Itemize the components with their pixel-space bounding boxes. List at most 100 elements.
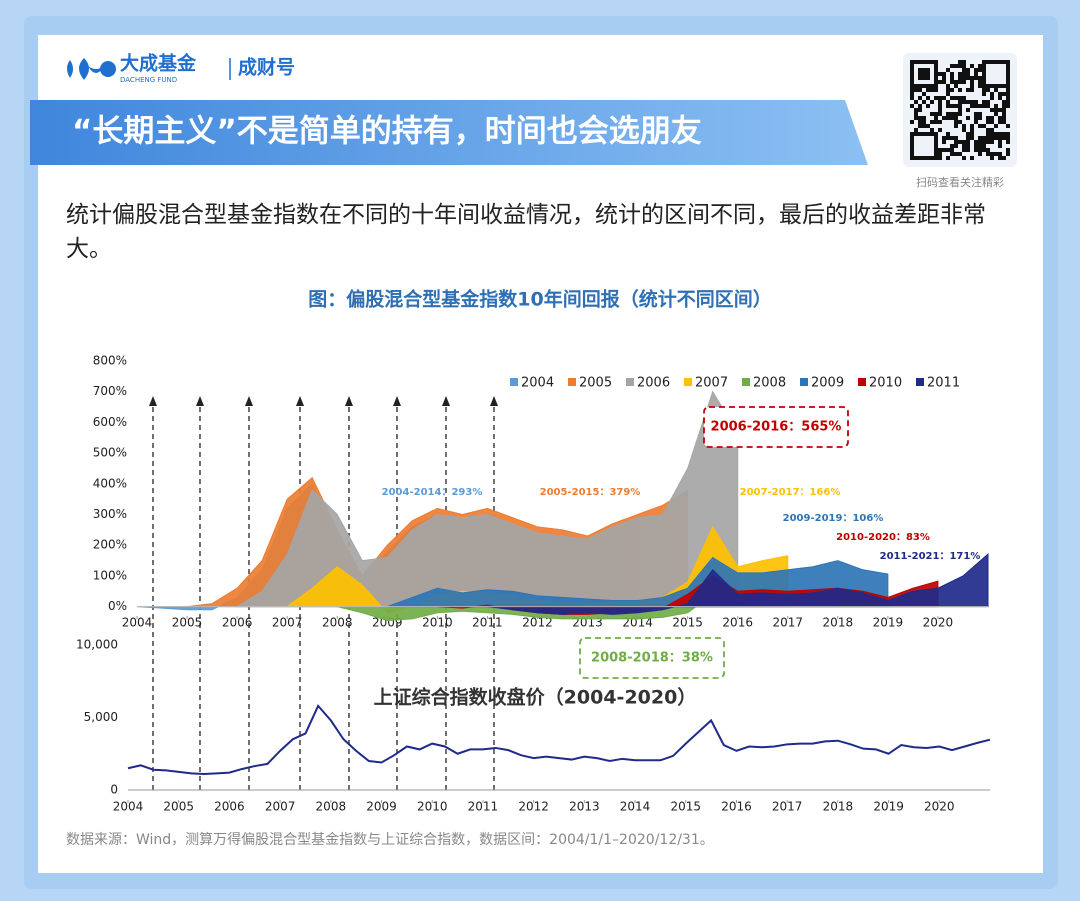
qr-cell — [922, 84, 926, 88]
qr-cell — [950, 76, 954, 80]
qr-cell — [1006, 64, 1010, 68]
qr-cell — [1006, 104, 1010, 108]
qr-cell — [982, 104, 986, 108]
qr-cell — [986, 116, 990, 120]
x-tick-label: 2014 — [620, 800, 651, 814]
qr-cell — [922, 116, 926, 120]
x-tick-label: 2017 — [772, 800, 803, 814]
x-tick-label: 2019 — [873, 616, 904, 630]
qr-cell — [954, 120, 958, 124]
qr-cell — [946, 88, 950, 92]
qr-cell — [990, 92, 994, 96]
qr-cell — [950, 148, 954, 152]
qr-cell — [938, 112, 942, 116]
qr-cell — [998, 120, 1002, 124]
card-bg — [38, 35, 1043, 873]
qr-cell — [926, 104, 930, 108]
qr-cell — [914, 108, 918, 112]
qr-cell — [950, 104, 954, 108]
qr-cell — [966, 76, 970, 80]
qr-cell — [974, 144, 978, 148]
qr-cell — [966, 116, 970, 120]
qr-cell — [926, 76, 930, 80]
qr-cell — [982, 84, 986, 88]
qr-cell — [1002, 120, 1006, 124]
qr-cell — [982, 144, 986, 148]
qr-cell — [938, 108, 942, 112]
qr-cell — [946, 132, 950, 136]
qr-cell — [962, 68, 966, 72]
qr-cell — [958, 140, 962, 144]
qr-cell — [970, 124, 974, 128]
qr-cell — [962, 80, 966, 84]
annotation-box — [579, 637, 725, 679]
logo — [67, 58, 116, 80]
qr-cell — [918, 156, 922, 160]
arrow-head — [345, 396, 353, 406]
title-ribbon — [30, 100, 868, 165]
legend-label: 2007 — [695, 376, 728, 391]
x-tick-label: 2009 — [366, 800, 397, 814]
qr-cell — [934, 96, 938, 100]
arrow-head — [196, 396, 204, 406]
qr-cell — [918, 132, 922, 136]
qr-cell — [970, 80, 974, 84]
qr-cell — [938, 156, 942, 160]
qr-cell — [986, 136, 990, 140]
qr-cell — [930, 88, 934, 92]
qr-cell — [934, 68, 938, 72]
qr-cell — [946, 112, 950, 116]
qr-cell — [962, 124, 966, 128]
x-tick-label: 2013 — [569, 800, 600, 814]
intro-text: 统计偏股混合型基金指数在不同的十年间收益情况，统计的区间不同，最后的收益差距非常… — [66, 202, 986, 262]
qr-cell — [974, 104, 978, 108]
legend-label: 2005 — [579, 376, 612, 391]
x-tick-label: 2017 — [772, 616, 803, 630]
qr-cell — [982, 136, 986, 140]
qr-cell — [990, 136, 994, 140]
figure-title: 图：偏股混合型基金指数10年间回报（统计不同区间） — [308, 288, 771, 311]
arrow-head — [393, 396, 401, 406]
qr-cell — [938, 80, 942, 84]
qr-cell — [990, 116, 994, 120]
qr-cell — [930, 112, 934, 116]
qr-cell — [954, 144, 958, 148]
qr-cell — [950, 88, 954, 92]
x-tick-label: 2020 — [923, 616, 954, 630]
legend-swatch — [800, 378, 808, 386]
qr-cell — [918, 76, 922, 80]
qr-cell — [966, 148, 970, 152]
index-line — [127, 704, 991, 776]
qr-cell — [1002, 156, 1006, 160]
qr-cell — [942, 136, 946, 140]
qr-cell — [918, 116, 922, 120]
qr-cell — [938, 72, 942, 76]
qr-cell — [962, 60, 966, 64]
qr-cell — [994, 136, 998, 140]
qr-cell — [970, 132, 974, 136]
qr-cell — [1006, 80, 1010, 84]
qr-cell — [910, 72, 914, 76]
qr-cell — [918, 88, 922, 92]
qr-cell — [950, 96, 954, 100]
arrow-head — [149, 396, 157, 406]
qr-cell — [974, 76, 978, 80]
qr-cell — [978, 84, 982, 88]
qr-cell — [970, 100, 974, 104]
qr-cell — [942, 96, 946, 100]
qr-cell — [930, 132, 934, 136]
qr-cell — [910, 104, 914, 108]
qr-cell — [998, 108, 1002, 112]
qr-cell — [994, 112, 998, 116]
annotation-box — [703, 406, 849, 448]
qr-cell — [1002, 92, 1006, 96]
y-tick-label: 0 — [110, 783, 118, 797]
qr-cell — [986, 88, 990, 92]
qr-cell — [910, 68, 914, 72]
qr-cell — [910, 84, 914, 88]
qr-cell — [998, 60, 1002, 64]
qr-cell — [966, 100, 970, 104]
qr-cell — [942, 72, 946, 76]
qr-cell — [986, 60, 990, 64]
